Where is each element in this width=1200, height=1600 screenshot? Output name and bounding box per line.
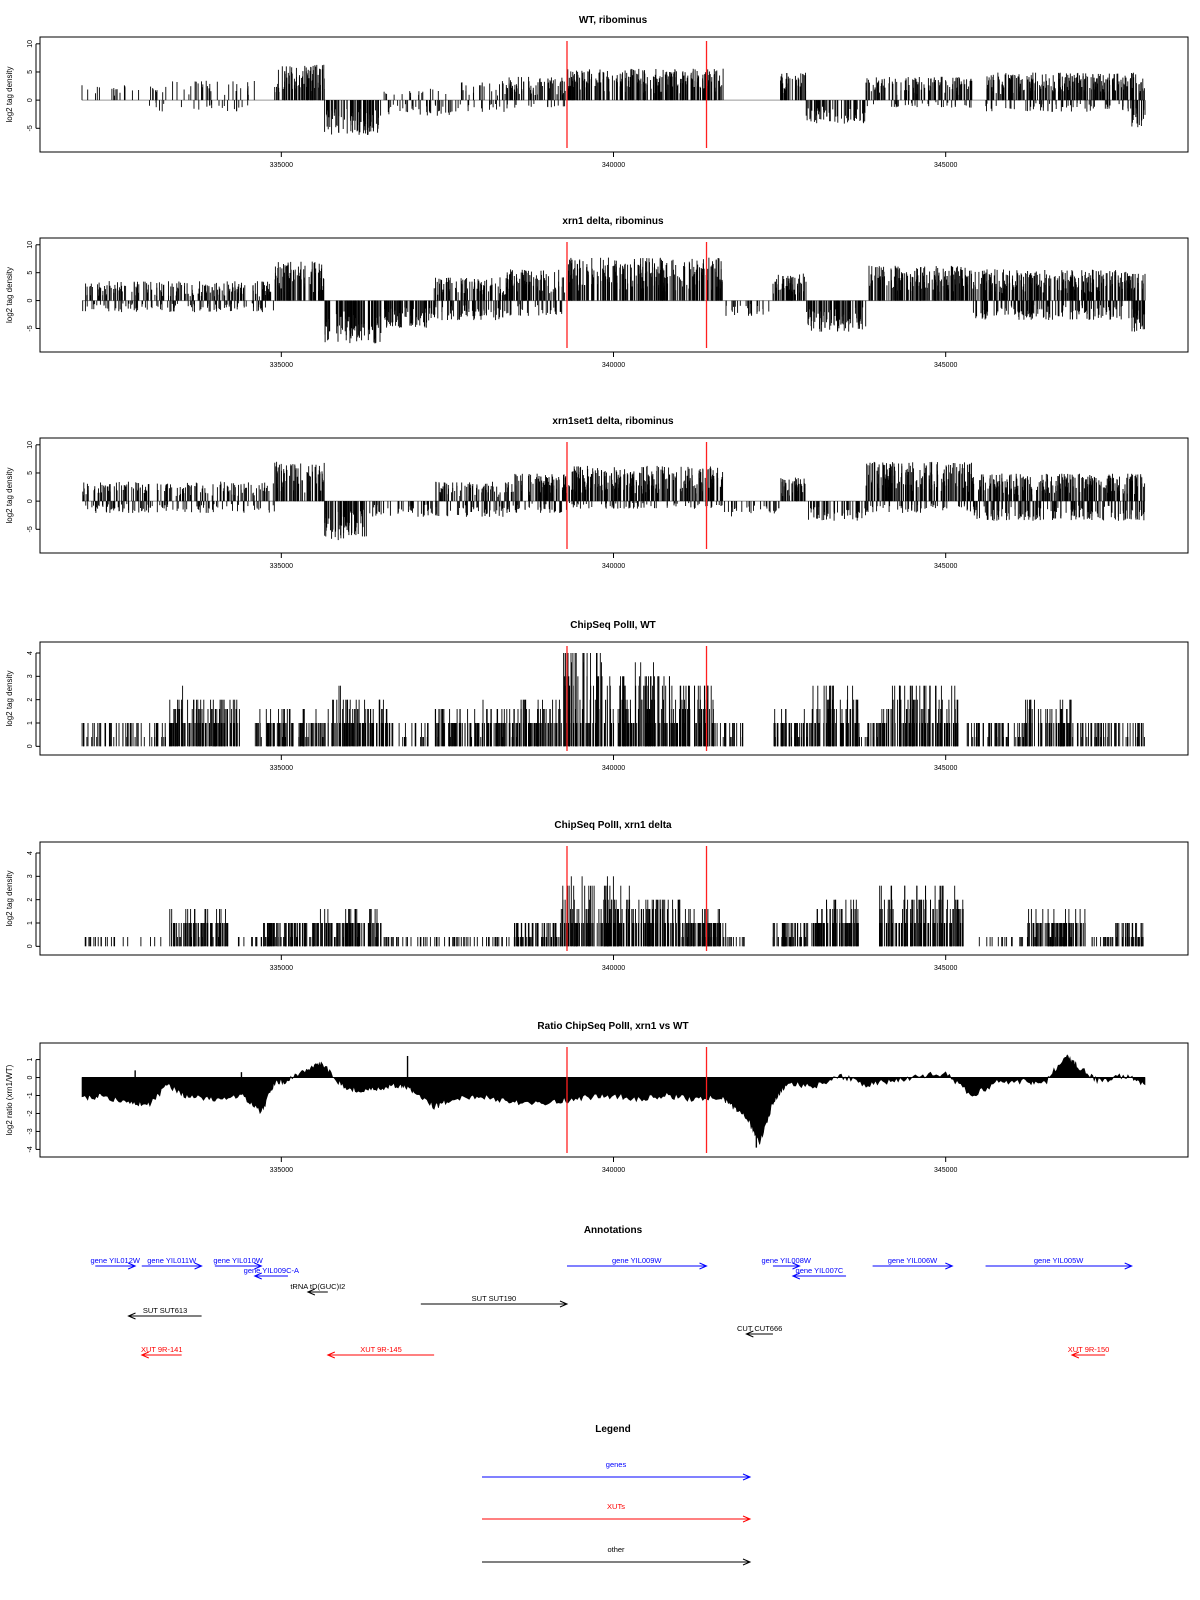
signal-segment [274, 461, 325, 502]
signal-segment [506, 100, 566, 108]
signal-segment [986, 72, 1145, 101]
signal-segment [435, 481, 508, 502]
signal-segment [808, 501, 867, 521]
signal-segment [81, 85, 126, 101]
signal-segment [972, 501, 1145, 521]
signal-segment [149, 100, 249, 112]
signal-segment [467, 100, 508, 112]
y-tick-label: 5 [27, 271, 34, 275]
signal-segment [85, 501, 275, 513]
signal-segment [324, 300, 382, 344]
panel-title: xrn1 delta, ribominus [562, 216, 664, 227]
signal-segment [433, 277, 508, 301]
panel-title: xrn1set1 delta, ribominus [552, 416, 674, 427]
signal-segment [85, 281, 272, 301]
signal-segment [568, 501, 723, 509]
signal-segment [724, 501, 780, 517]
data-marks [82, 461, 1146, 541]
signal-segment [82, 300, 274, 313]
signal-segment [507, 501, 567, 513]
signal-segment [131, 81, 192, 101]
signal-segment [82, 481, 274, 502]
y-axis-label: log2 tag density [5, 467, 14, 523]
signal-segment [806, 300, 867, 332]
signal-segment [507, 300, 563, 316]
signal-segment [780, 477, 806, 502]
x-tick-label: 340000 [602, 162, 625, 169]
panel-1: WT, ribominus log2 tag density 10 5 0 -5 33500… [5, 15, 1189, 169]
signal-segment [567, 257, 723, 301]
signal-segment [194, 80, 255, 101]
y-tick-label: 5 [27, 70, 34, 74]
y-axis: 10 5 0 -5 [27, 241, 40, 332]
signal-segment [506, 269, 568, 301]
signal-segment [507, 76, 566, 101]
signal-segment [566, 68, 724, 101]
signal-segment [868, 265, 972, 301]
signal-segment [772, 273, 807, 301]
x-axis: 335000 340000 345000 [270, 352, 957, 369]
signal-segment [972, 473, 1146, 502]
x-axis: 335000 340000 345000 [270, 152, 957, 169]
y-tick-label: 10 [27, 241, 34, 249]
y-tick-label: 10 [27, 40, 34, 48]
x-tick-label: 340000 [602, 362, 625, 369]
signal-segment [384, 300, 434, 328]
signal-segment [865, 76, 973, 101]
signal-segment [369, 501, 467, 517]
signal-segment [274, 64, 325, 101]
y-tick-label: -5 [27, 325, 34, 331]
y-tick-label: 0 [27, 98, 34, 102]
x-tick-label: 345000 [934, 362, 957, 369]
data-marks [82, 257, 1146, 344]
signal-segment [433, 300, 508, 321]
y-axis-label: log2 tag density [5, 66, 14, 122]
signal-segment [865, 501, 971, 513]
panel-2: xrn1 delta, ribominus log2 tag density 10 5… [5, 216, 1189, 369]
signal-segment [1131, 100, 1146, 128]
signal-segment [972, 300, 1146, 320]
signal-segment [865, 461, 973, 502]
y-axis-label: log2 tag density [5, 267, 14, 323]
x-tick-label: 335000 [270, 162, 293, 169]
signal-segment [568, 465, 724, 502]
y-tick-label: 0 [27, 299, 34, 303]
signal-segment [383, 88, 447, 101]
panel-title: WT, ribominus [579, 15, 648, 26]
signal-segment [387, 100, 461, 116]
signal-segment [866, 100, 972, 108]
signal-segment [507, 473, 568, 502]
x-tick-label: 345000 [934, 162, 957, 169]
signal-segment [324, 100, 382, 135]
signal-segment [725, 300, 770, 316]
signal-segment [805, 100, 866, 124]
y-tick-label: -5 [27, 125, 34, 131]
signal-segment [460, 81, 507, 101]
y-axis: 10 5 0 -5 [27, 40, 40, 131]
signal-segment [324, 501, 367, 541]
signal-segment [1131, 300, 1145, 332]
signal-segment [466, 501, 508, 517]
signal-segment [780, 72, 807, 101]
data-marks [81, 64, 1146, 135]
signal-segment [972, 269, 1146, 301]
panel-3: xrn1set1 delta, ribominus log2 tag densit… [5, 416, 1189, 570]
x-tick-label: 335000 [270, 362, 293, 369]
signal-segment [274, 261, 325, 301]
signal-segment [985, 100, 1145, 112]
